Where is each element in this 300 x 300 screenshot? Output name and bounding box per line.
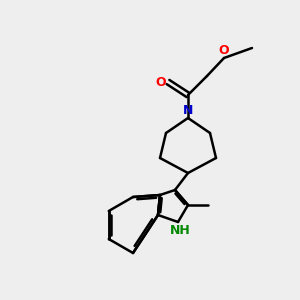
Text: O: O xyxy=(156,76,166,88)
Text: NH: NH xyxy=(169,224,190,238)
Text: N: N xyxy=(183,103,193,116)
Text: O: O xyxy=(219,44,229,56)
